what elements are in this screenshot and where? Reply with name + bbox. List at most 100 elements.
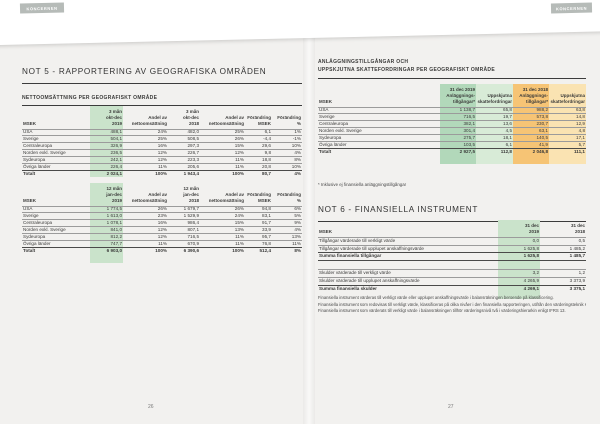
cell-value: 0,5 — [540, 236, 586, 245]
table-row: Skulder värderade till verkligt värde 3,2… — [318, 269, 586, 278]
cell-value: 91,7 — [245, 219, 272, 227]
cell-value: 100% — [200, 246, 245, 254]
cell-value: 95,7 — [245, 233, 272, 241]
cell-value: 988,2 — [513, 106, 549, 114]
row-label: USA — [318, 106, 440, 114]
table-row: Övriga länder 226,4 11% 205,6 11% 20,8 10% — [22, 163, 302, 171]
cell-value: 226,4 — [90, 163, 123, 171]
row-label: USA — [22, 128, 90, 136]
cell-value: 6,1 — [476, 141, 513, 149]
cell-value: 11% — [200, 233, 245, 241]
cell-value: 26% — [123, 205, 168, 213]
cell-value: 16% — [123, 219, 168, 227]
cell-value: 12,9 — [549, 120, 586, 128]
header-row: MSEK 3 mån okt-dec 2019 Andel av nettoom… — [22, 106, 302, 130]
header-row: MSEK 31 dec 2019 31 dec 2018 — [318, 220, 586, 238]
row-label: Centraleuropa — [22, 142, 90, 150]
table-row: Sydeuropa 275,7 18,1 140,5 17,1 — [318, 134, 586, 142]
column-header: 3 mån okt-dec 2019 — [90, 106, 123, 130]
column-header: MSEK — [23, 197, 37, 203]
column-header: 31 dec 2019 — [498, 220, 540, 238]
cell-value: 504,1 — [90, 135, 123, 143]
cell-value: 4 265,9 — [498, 276, 540, 286]
spacer-cell — [245, 254, 272, 263]
table-row: Tillgångar värderade till verkligt värde… — [318, 236, 586, 245]
cell-value: 3 375,1 — [540, 284, 586, 293]
cell-value: 11% — [123, 163, 168, 171]
table-row: Norden exkl. Sverige 301,4 4,5 63,1 4,8 — [318, 127, 586, 135]
table-row: Tillgångar värderade till upplupet anska… — [318, 244, 586, 253]
column-header: Förändring MSEK — [247, 191, 271, 203]
paragraph-line: Finansiella instrument värderas till ver… — [318, 295, 554, 300]
table-row: USA 1 774,5 26% 1 679,7 26% 94,8 6% — [22, 205, 302, 213]
header-row: MSEK 12 mån jan-dec 2019 Andel av nettoo… — [22, 183, 302, 207]
cell-value: 4% — [272, 226, 302, 234]
row-label: Sverige — [22, 135, 90, 143]
cell-value: 508,5 — [168, 135, 200, 143]
row-label: Norden exkl. Sverige — [318, 127, 440, 135]
cell-value: 242,1 — [90, 156, 123, 164]
column-header: Andel av nettoomsättning — [208, 191, 244, 203]
cell-value: 5,7 — [549, 141, 586, 149]
column-highlight-spacer — [318, 154, 586, 164]
row-label: Övriga länder — [22, 163, 90, 171]
cell-value: 80,7 — [245, 169, 272, 177]
table-row: Norden exkl. Sverige 841,0 12% 807,1 13% 33,9… — [22, 226, 302, 234]
row-label: Tillgångar värderade till verkligt värde — [318, 236, 498, 245]
spread-gutter — [303, 30, 315, 424]
table-row: Sydeuropa 242,1 12% 223,3 11% 18,8 8% — [22, 156, 302, 164]
cell-value: 807,1 — [168, 226, 200, 234]
cell-value: 33,9 — [245, 226, 272, 234]
cell-value: 20,8 — [245, 163, 272, 171]
row-label: Totalt — [22, 246, 90, 254]
row-label: Norden exkl. Sverige — [22, 226, 90, 234]
row-label: Sydeuropa — [22, 233, 90, 241]
spacer-cell — [498, 292, 540, 299]
cell-value: 10% — [272, 163, 302, 171]
cell-value: 94,8 — [245, 205, 272, 213]
cell-value: 18,1 — [476, 134, 513, 142]
cell-value: 11% — [272, 240, 302, 248]
cell-value: 29,6 — [245, 142, 272, 150]
cell-value: 230,7 — [513, 120, 549, 128]
cell-value: 63,1 — [513, 127, 549, 135]
spacer-cell — [22, 254, 90, 263]
spacer-cell — [272, 254, 302, 263]
cell-value: 1 774,5 — [90, 205, 123, 213]
section-badge-right: KONCERNEN — [550, 2, 593, 14]
cell-value: 23% — [123, 212, 168, 220]
table-row: Centraleuropa 382,1 13,6 230,7 12,9 — [318, 120, 586, 128]
cell-value: 9% — [272, 219, 302, 227]
cell-value: 226,7 — [168, 149, 200, 157]
cell-value: 41,9 — [513, 141, 549, 149]
cell-value: 6 390,6 — [168, 246, 200, 254]
cell-value: 488,1 — [90, 128, 123, 136]
column-header: MSEK — [319, 228, 333, 234]
row-label: Sydeuropa — [318, 134, 440, 142]
cell-value: 24% — [123, 128, 168, 136]
cell-value: 13% — [272, 233, 302, 241]
cell-value: 275,7 — [440, 134, 476, 142]
cell-value: 482,0 — [168, 128, 200, 136]
table-row: Övriga länder 103,5 6,1 41,9 5,7 — [318, 141, 586, 149]
cell-value: 5% — [272, 212, 302, 220]
cell-value: 140,5 — [513, 134, 549, 142]
cell-value: 2 046,8 — [513, 147, 549, 155]
table-row: Sverige 716,5 19,7 573,8 14,8 — [318, 113, 586, 121]
cell-value: 1 625,8 — [498, 252, 540, 261]
cell-value: 841,0 — [90, 226, 123, 234]
cell-value: 15% — [200, 219, 245, 227]
cell-value: 670,9 — [168, 240, 200, 248]
cell-value: 12% — [123, 233, 168, 241]
row-label: Övriga länder — [22, 240, 90, 248]
column-header: Andel av nettoomsättning — [208, 114, 244, 126]
cell-value: 1 485,2 — [540, 244, 586, 253]
cell-value: 8% — [272, 156, 302, 164]
table-row: Centraleuropa 1 078,1 16% 986,4 15% 91,7 9% — [22, 219, 302, 227]
cell-value: 8% — [272, 246, 302, 254]
column-header: MSEK — [23, 120, 37, 126]
cell-value: 11% — [200, 163, 245, 171]
cell-value: 1 138,7 — [440, 106, 476, 114]
column-header: MSEK — [319, 98, 333, 104]
row-label: Sverige — [22, 212, 90, 220]
